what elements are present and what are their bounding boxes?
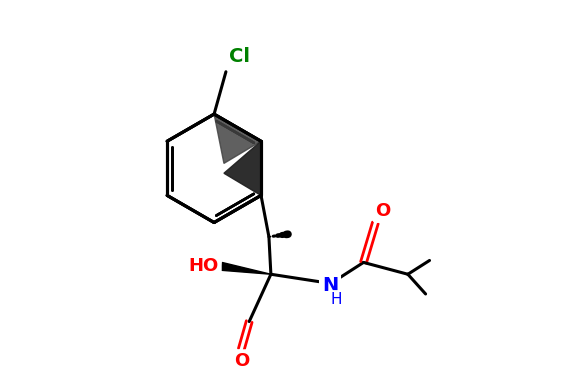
Polygon shape	[214, 114, 261, 163]
Polygon shape	[224, 141, 261, 195]
Text: O: O	[234, 352, 249, 370]
Text: O: O	[376, 202, 391, 220]
Polygon shape	[221, 263, 271, 274]
Text: Cl: Cl	[229, 48, 250, 66]
Text: N: N	[322, 276, 338, 294]
Text: HO: HO	[189, 257, 219, 275]
Text: H: H	[330, 292, 342, 307]
